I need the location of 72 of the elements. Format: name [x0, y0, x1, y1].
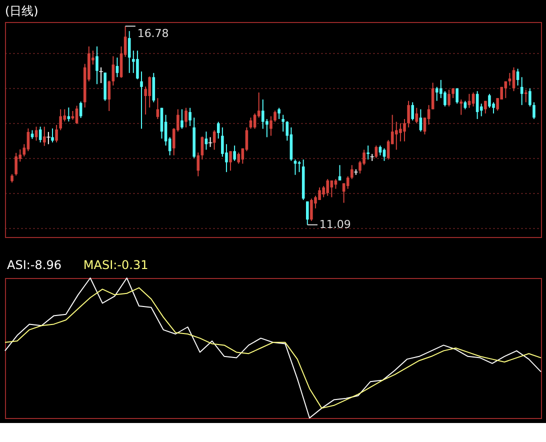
candlestick [42, 126, 46, 146]
candlestick [51, 128, 54, 143]
candlestick [14, 152, 18, 176]
candlestick [96, 46, 98, 85]
candlestick [310, 198, 313, 222]
candlestick [399, 122, 402, 142]
candlestick [136, 50, 139, 80]
candlestick [233, 145, 236, 162]
candlestick [270, 116, 272, 136]
candlestick [34, 126, 38, 142]
text: ASI:-8.96 [7, 258, 62, 272]
candlestick [184, 107, 188, 128]
candlestick [460, 98, 463, 116]
candlestick [504, 80, 508, 99]
candlestick [382, 148, 386, 162]
candlestick [112, 56, 115, 86]
candlestick [249, 117, 252, 130]
candlestick [520, 76, 524, 106]
candlestick [444, 90, 446, 107]
candlestick [508, 72, 512, 86]
candlestick [403, 118, 406, 142]
candlestick [346, 176, 350, 190]
candlestick [395, 121, 398, 150]
candlestick [411, 102, 414, 121]
candlestick [326, 178, 330, 196]
candlestick [488, 93, 491, 108]
candlestick [55, 124, 58, 143]
candlestick [306, 200, 309, 226]
candlestick [116, 57, 119, 78]
candlestick [528, 88, 532, 107]
candlestick [152, 72, 156, 103]
candlestick [67, 107, 70, 122]
candlestick [524, 89, 528, 103]
candlestick [180, 108, 184, 130]
candlestick [46, 131, 50, 145]
candlestick [99, 66, 104, 84]
candlestick [229, 150, 232, 172]
candlestick [350, 164, 354, 180]
candlestick [282, 114, 285, 132]
candlestick [366, 145, 370, 160]
chart-title: (日线) [5, 4, 38, 18]
candlestick [200, 136, 204, 160]
candlestick [512, 66, 516, 92]
candlestick [108, 80, 111, 112]
candlestick [196, 152, 200, 177]
candlestick [59, 108, 62, 131]
candlestick [261, 98, 264, 130]
candlestick [278, 107, 280, 120]
candlestick [208, 136, 212, 148]
candlestick [216, 121, 220, 140]
candlestick [435, 86, 438, 102]
candlestick [484, 100, 487, 114]
candlestick [237, 152, 240, 164]
candlestick [26, 128, 30, 152]
candlestick [140, 71, 143, 130]
candlestick [188, 107, 192, 127]
candlestick [407, 100, 410, 128]
candlestick [274, 110, 276, 122]
candlestick [330, 180, 334, 198]
series-label: MASI:-0.31 [83, 258, 148, 272]
candlestick [148, 76, 151, 108]
annotation: 11.09 [319, 218, 351, 231]
candlestick [128, 30, 131, 74]
candlestick [38, 126, 42, 143]
candlestick [212, 130, 216, 150]
candlestick [456, 88, 458, 104]
candlestick [516, 68, 520, 86]
candlestick [318, 186, 321, 201]
candlestick [448, 89, 450, 107]
candlestick [532, 102, 536, 120]
candlestick [415, 107, 418, 124]
annotation: 16.78 [137, 27, 169, 40]
